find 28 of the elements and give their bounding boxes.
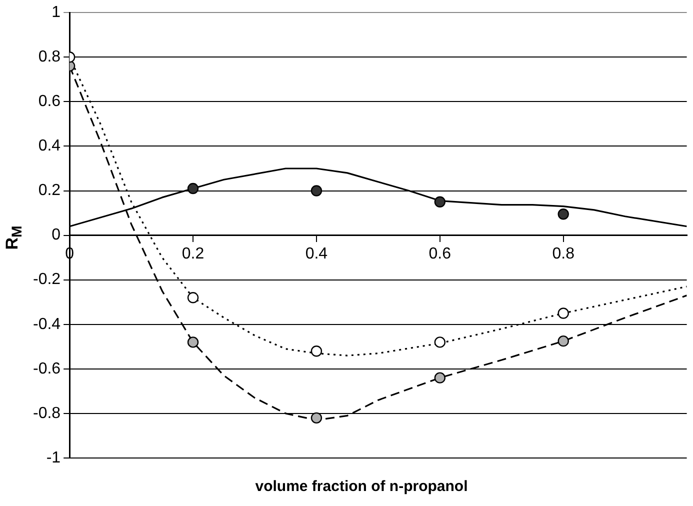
point	[558, 308, 569, 319]
x-tick-label: 0.8	[552, 245, 575, 262]
x-axis-title: volume fraction of n-propanol	[255, 478, 468, 496]
y-tick-label: 0	[52, 226, 61, 244]
x-tick-label: 0.6	[428, 245, 452, 262]
point	[310, 412, 322, 424]
y-tick-label: 0.4	[38, 138, 61, 155]
point	[310, 185, 322, 196]
point	[558, 335, 569, 347]
y-tick-label: -0.4	[32, 316, 61, 333]
y-tick-label: 0.8	[38, 48, 61, 66]
x-tick-label: 0.4	[305, 245, 328, 262]
y-tick-label: -1	[46, 449, 61, 466]
y-tick-label: 0.6	[38, 93, 61, 110]
y-tick-label: -0.2	[32, 271, 61, 288]
point	[558, 208, 569, 220]
y-tick-label: 1	[52, 4, 61, 22]
point	[187, 336, 199, 348]
point	[434, 336, 446, 348]
point	[310, 346, 322, 357]
point	[434, 372, 446, 384]
y-tick-label: 0.2	[38, 182, 61, 200]
x-tick-label: 0.2	[182, 245, 204, 262]
point	[187, 292, 199, 304]
point	[434, 196, 446, 208]
y-tick-label: -0.6	[32, 360, 61, 378]
y-tick-label: -0.8	[32, 404, 61, 422]
point	[187, 182, 199, 194]
